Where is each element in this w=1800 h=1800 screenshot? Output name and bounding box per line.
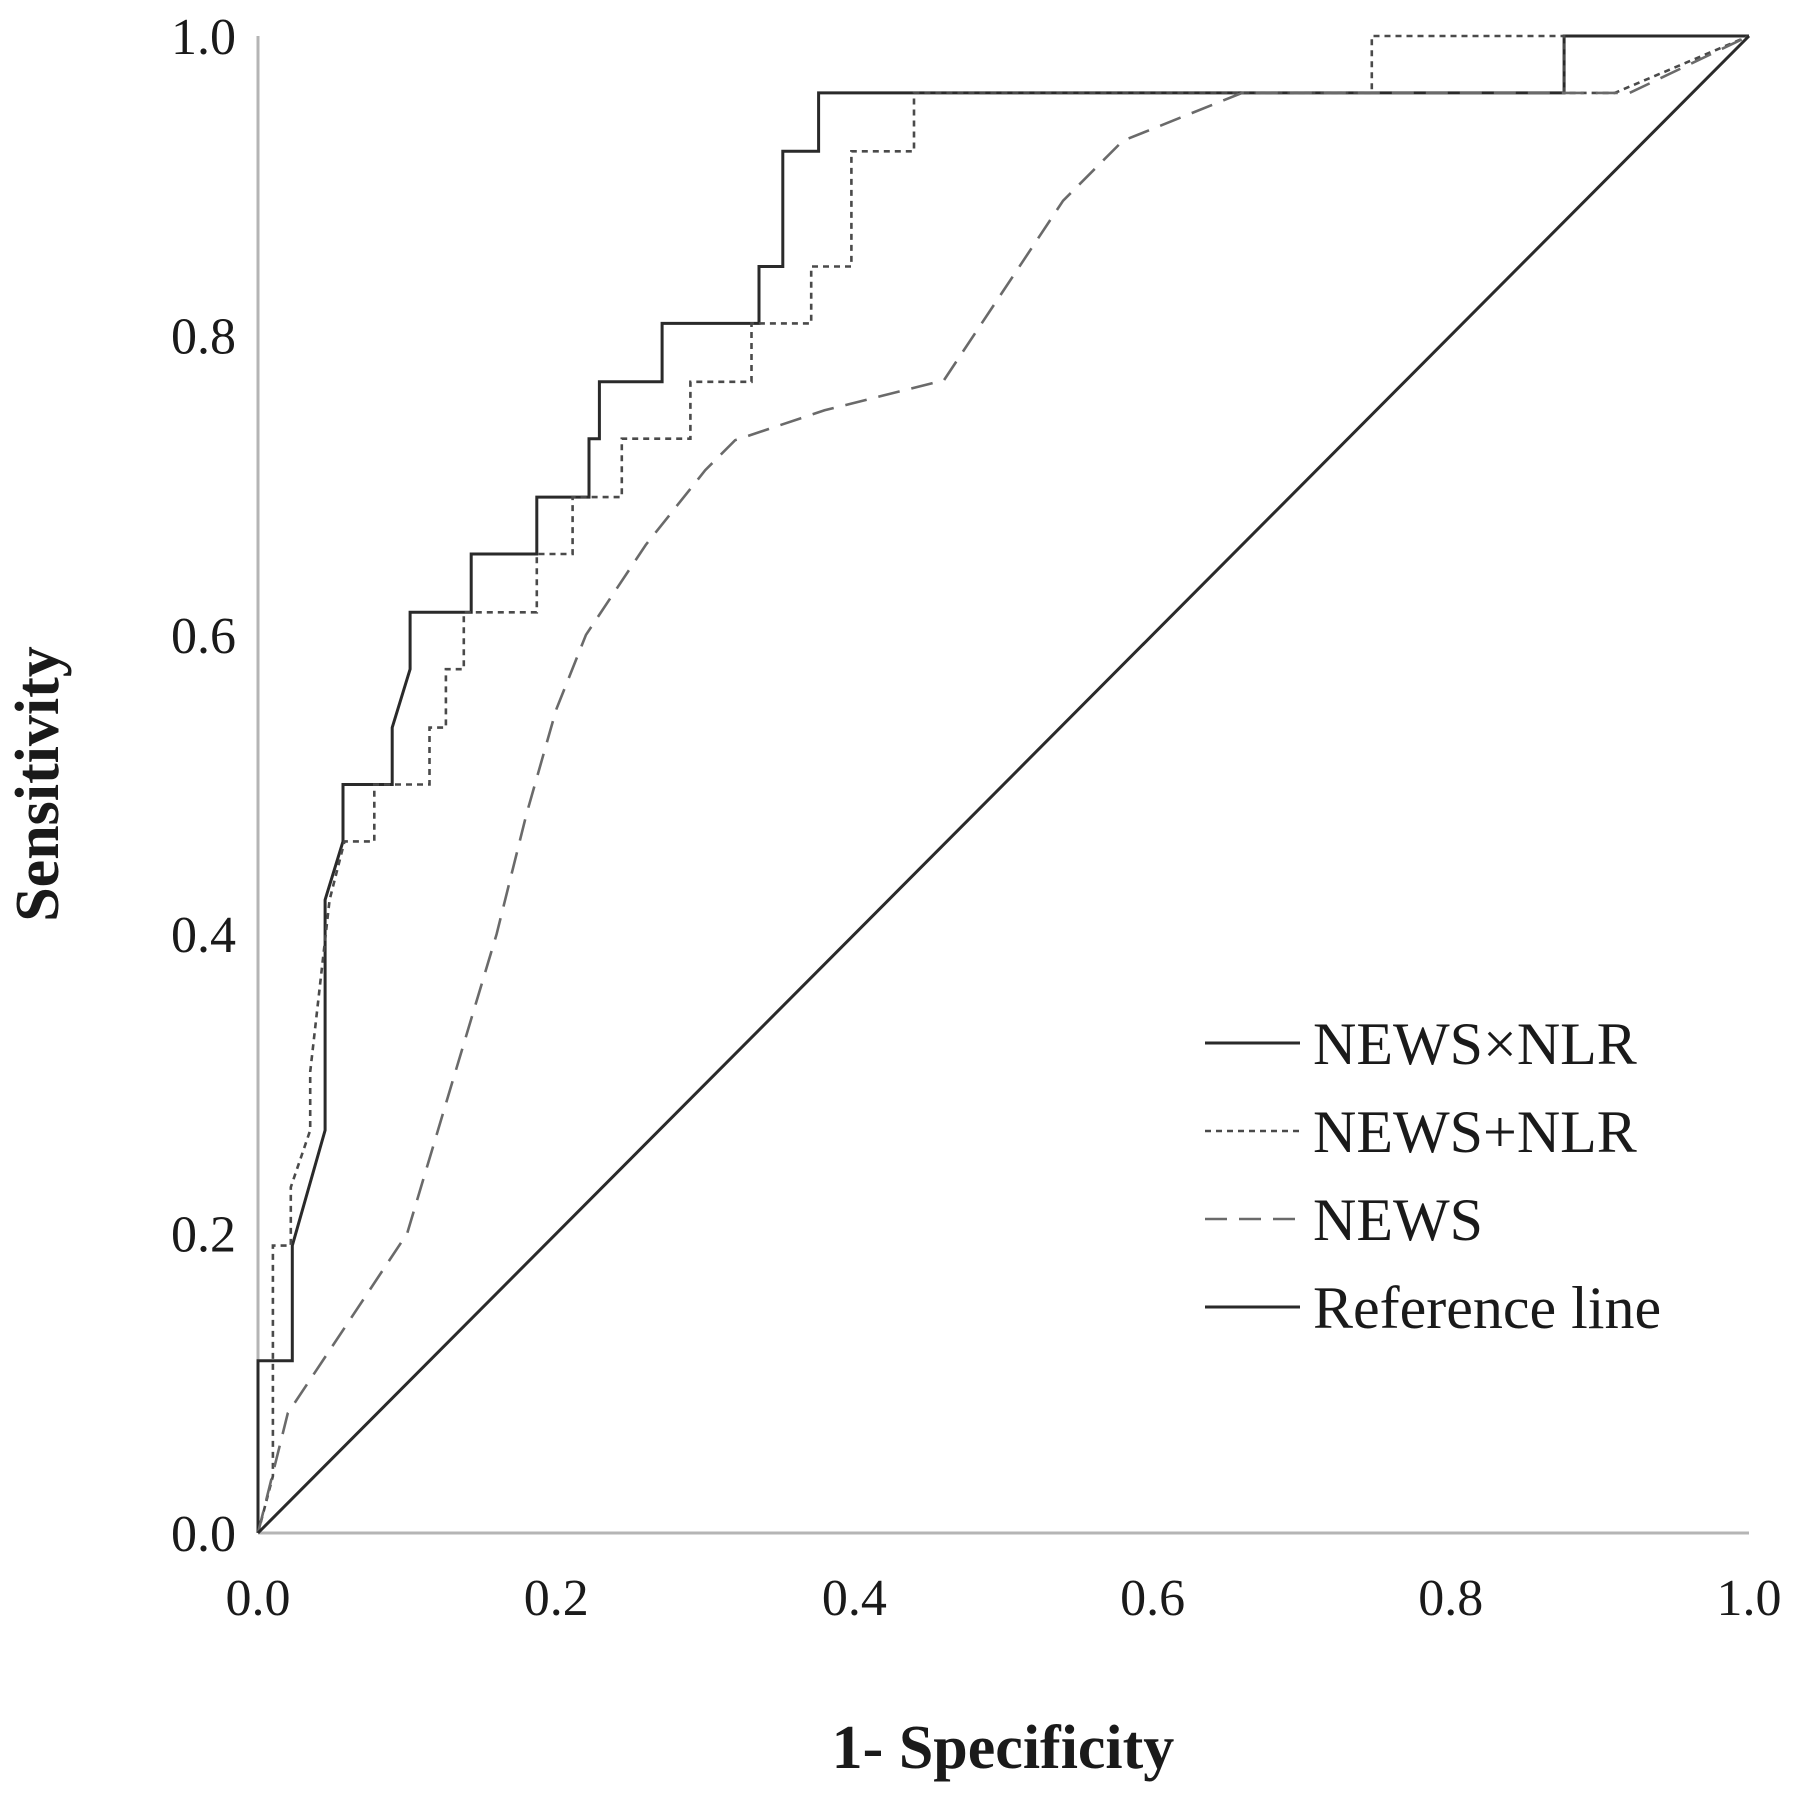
series-lines	[256, 34, 1751, 1535]
series-line-1	[256, 34, 1749, 1533]
x-axis-title: 1- Specificity	[832, 1714, 1175, 1782]
series-line-2	[256, 34, 1750, 1534]
series-line-4	[256, 34, 1751, 1535]
series-line-3	[256, 34, 1750, 1534]
legend-label: NEWS	[1313, 1187, 1483, 1253]
y-tick-label: 0.4	[171, 907, 236, 964]
x-tick-label: 0.2	[524, 1570, 589, 1627]
x-tick-label: 0.8	[1418, 1570, 1483, 1627]
x-tick-label: 0.0	[226, 1570, 291, 1627]
x-tick-labels: 0.0 0.2 0.4 0.6 0.8 1.0	[226, 1570, 1782, 1627]
y-tick-label: 0.2	[171, 1207, 236, 1264]
y-tick-label: 0.6	[171, 608, 236, 665]
x-tick-label: 0.4	[822, 1570, 887, 1627]
y-axis-title: Sensitivity	[4, 646, 72, 922]
axes-group	[256, 36, 1749, 1535]
y-tick-label: 1.0	[171, 9, 236, 66]
legend: NEWS×NLR NEWS+NLR NEWS Reference line	[1205, 1011, 1661, 1341]
x-tick-label: 1.0	[1717, 1570, 1782, 1627]
y-tick-label: 0.0	[171, 1506, 236, 1563]
y-tick-labels: 0.0 0.2 0.4 0.6 0.8 1.0	[171, 9, 236, 1563]
x-tick-label: 0.6	[1120, 1570, 1185, 1627]
y-tick-label: 0.8	[171, 308, 236, 365]
legend-label: NEWS×NLR	[1313, 1011, 1637, 1077]
legend-label: Reference line	[1313, 1275, 1661, 1341]
legend-label: NEWS+NLR	[1313, 1099, 1637, 1165]
